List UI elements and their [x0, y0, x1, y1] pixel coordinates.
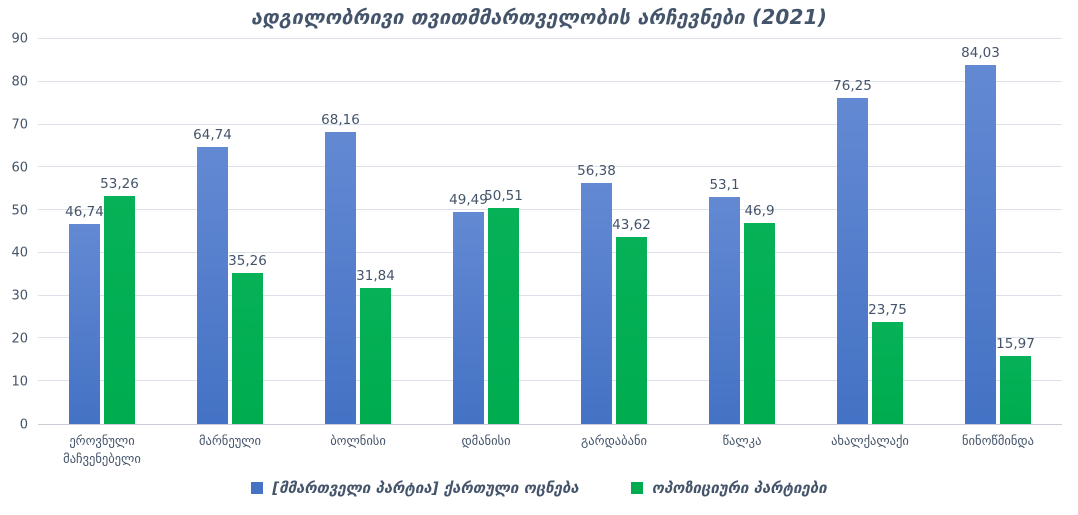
y-tick-label: 10 — [11, 374, 28, 390]
legend: [მმართველი პარტია] ქართული ოცნება ოპოზიც… — [0, 479, 1078, 497]
bar-opposition: 53,26 — [100, 176, 139, 424]
gridline — [38, 166, 1062, 168]
bar-value-label: 46,9 — [744, 203, 775, 220]
gridline — [38, 209, 1062, 211]
x-category-label: ნინოწმინდა — [962, 433, 1034, 448]
bar-opposition: 43,62 — [612, 217, 651, 424]
bar-value-label: 43,62 — [612, 217, 651, 234]
bar-value-label: 68,16 — [321, 112, 360, 129]
bar-opposition: 50,51 — [484, 188, 523, 424]
y-tick-label: 90 — [11, 31, 28, 47]
bar-value-label: 15,97 — [996, 335, 1035, 352]
bar-value-label: 56,38 — [577, 162, 616, 179]
chart-plot-area: 0 10 20 30 40 50 60 70 80 90 46,74 53,26 64,74 35,26… — [0, 32, 1078, 433]
bar-group: 56,38 43,62 — [550, 39, 678, 424]
y-tick-label: 70 — [11, 117, 28, 133]
bar-ruling-party: 68,16 — [321, 112, 360, 424]
bar-value-label: 53,26 — [100, 176, 139, 193]
bar-group: 53,1 46,9 — [678, 39, 806, 424]
bar-value-label: 50,51 — [484, 187, 523, 204]
gridline — [38, 380, 1062, 382]
x-category-label: გარდაბანი — [581, 433, 647, 448]
y-tick-label: 40 — [11, 245, 28, 261]
gridline — [38, 38, 1062, 39]
bar-ruling-party: 49,49 — [449, 192, 488, 424]
bar-value-label: 64,74 — [193, 127, 232, 144]
bar-ruling-party: 53,1 — [709, 177, 740, 424]
bar-value-label: 84,03 — [961, 44, 1000, 61]
bar-group: 76,25 23,75 — [806, 39, 934, 424]
bar-value-label: 31,84 — [356, 267, 395, 284]
bar-value-label: 46,74 — [65, 204, 104, 221]
gridline — [38, 80, 1062, 82]
x-category-label: ბოლნისი — [330, 433, 386, 448]
legend-label-opposition: ოპოზიციური პარტიები — [651, 479, 827, 497]
x-category-label: წალკა — [722, 433, 762, 448]
gridline — [38, 251, 1062, 253]
bar-group: 49,49 50,51 — [422, 39, 550, 424]
legend-label-ruling-party: [მმართველი პარტია] ქართული ოცნება — [272, 479, 579, 497]
bar-ruling-party: 84,03 — [961, 45, 1000, 424]
legend-swatch-blue — [251, 482, 264, 494]
bar-opposition: 31,84 — [356, 268, 395, 424]
y-tick-label: 30 — [11, 288, 28, 304]
chart-title: ადგილობრივი თვითმმართველობის არჩევნები (… — [250, 5, 828, 29]
x-axis-labels: ეროვნული მაჩვენებელი მარნეული ბოლნისი დმანი… — [38, 432, 1062, 467]
bar-ruling-party: 56,38 — [577, 163, 616, 424]
bar-opposition: 46,9 — [744, 203, 775, 424]
y-tick-label: 20 — [11, 331, 28, 347]
x-category-label: ეროვნული მაჩვენებელი — [63, 433, 141, 466]
bar-opposition: 23,75 — [868, 302, 907, 424]
legend-item-opposition: ოპოზიციური პარტიები — [630, 479, 827, 497]
bar-groups: 46,74 53,26 64,74 35,26 68,16 31,84 49,49 50,51… — [38, 39, 1062, 424]
bar-value-label: 49,49 — [449, 192, 488, 209]
bar-ruling-party: 76,25 — [833, 78, 872, 424]
plot: 46,74 53,26 64,74 35,26 68,16 31,84 49,49 50,51… — [38, 38, 1062, 425]
bar-value-label: 35,26 — [228, 253, 267, 270]
bar-ruling-party: 64,74 — [193, 127, 232, 424]
bar-value-label: 23,75 — [868, 302, 907, 319]
legend-swatch-green — [630, 482, 643, 494]
x-category-label: დმანისი — [461, 433, 511, 448]
bar-opposition: 35,26 — [228, 253, 267, 424]
bar-group: 46,74 53,26 — [38, 39, 166, 424]
bar-value-label: 53,1 — [709, 176, 740, 193]
gridline — [38, 123, 1062, 125]
x-category-label: მარნეული — [198, 433, 261, 448]
legend-item-ruling-party: [მმართველი პარტია] ქართული ოცნება — [251, 479, 579, 497]
bar-ruling-party: 46,74 — [65, 204, 104, 424]
bar-value-label: 76,25 — [833, 77, 872, 94]
gridline — [38, 337, 1062, 339]
bar-opposition: 15,97 — [996, 336, 1035, 424]
y-axis: 0 10 20 30 40 50 60 70 80 90 — [0, 32, 38, 433]
y-tick-label: 60 — [11, 160, 28, 176]
y-tick-label: 80 — [11, 74, 28, 90]
x-category-label: ახალქალაქი — [831, 433, 909, 448]
y-tick-label: 50 — [11, 203, 28, 219]
bar-group: 68,16 31,84 — [294, 39, 422, 424]
bar-group: 84,03 15,97 — [934, 39, 1062, 424]
gridline — [38, 294, 1062, 296]
bar-group: 64,74 35,26 — [166, 39, 294, 424]
y-tick-label: 0 — [19, 417, 28, 433]
